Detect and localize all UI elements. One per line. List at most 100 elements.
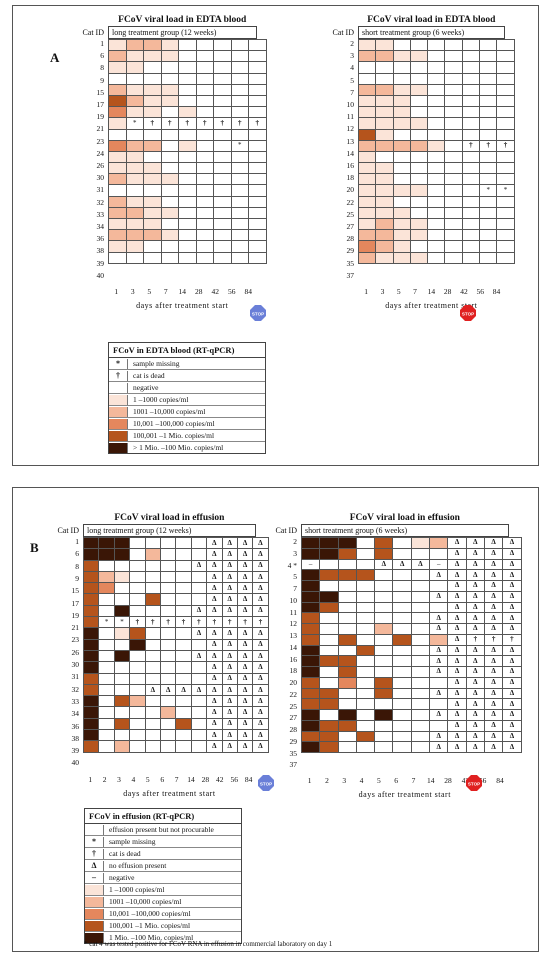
heatmap-cell: † [248, 117, 267, 130]
heatmap-cell: Δ [447, 623, 467, 635]
legend-label: 1 –1000 copies/ml [133, 395, 189, 404]
cat-id-label: 3 [293, 548, 297, 558]
x-tick-label: 5 [376, 776, 381, 785]
heatmap-cell [178, 94, 197, 108]
heatmap-cell: Δ [206, 638, 223, 651]
heatmap-cell [125, 206, 144, 220]
heatmap-cell [144, 536, 161, 550]
heatmap-cell: Δ [221, 604, 238, 618]
heatmap-cell: Δ [252, 672, 269, 685]
cat-id-label: 35 [346, 258, 355, 268]
heatmap-cell [355, 590, 376, 603]
table-row [357, 83, 515, 96]
heatmap-cell [125, 50, 144, 63]
heatmap-cell: Δ [483, 655, 504, 667]
heatmap-cell [410, 709, 431, 721]
cat-id-label: 22 [346, 197, 355, 207]
legend-item: 100,001 –1 Mio. copies/ml [85, 920, 241, 932]
heatmap-cell [429, 547, 449, 560]
heatmap-cell [409, 61, 429, 74]
heatmap-cell [178, 150, 197, 164]
legend-item: 1 –1000 copies/ml [85, 884, 241, 896]
heatmap-cell [444, 83, 463, 96]
heatmap-cell [374, 633, 394, 646]
heatmap-cell: – [300, 558, 321, 571]
legend-item: * sample missing [109, 358, 265, 370]
heatmap-cell [409, 139, 429, 152]
heatmap-cell: Δ [236, 649, 254, 663]
cat-id-label: 2 [350, 39, 354, 48]
heatmap-cell [392, 38, 411, 52]
heatmap-cell [113, 740, 131, 753]
heatmap-cell [355, 569, 376, 581]
legend-swatch: † [109, 370, 128, 381]
table-row [108, 61, 267, 74]
heatmap-cell [479, 128, 498, 141]
heatmap-cell [230, 173, 249, 186]
heatmap-cell [178, 229, 197, 242]
heatmap-cell [300, 644, 321, 657]
heatmap-cell: Δ [190, 627, 208, 640]
heatmap-cell [144, 661, 161, 674]
legend-label: negative [133, 383, 159, 392]
heatmap-cell: Δ [465, 569, 485, 581]
heatmap-cell: Δ [429, 730, 449, 743]
heatmap-cell [409, 195, 429, 208]
heatmap-cell: Δ [221, 559, 238, 572]
heatmap-cell [319, 569, 339, 581]
heatmap-cell: Δ [429, 666, 449, 678]
heatmap-cell [357, 117, 377, 130]
heatmap-cell: Δ [206, 582, 223, 595]
table-row [108, 251, 267, 264]
heatmap-cell [190, 593, 208, 606]
table-row [108, 50, 267, 63]
heatmap-cell [300, 580, 321, 592]
heatmap-cell [374, 601, 394, 614]
heatmap-cell [357, 251, 377, 264]
heatmap-cell: † [230, 117, 249, 130]
heatmap-cell [230, 72, 249, 85]
heatmap-cell [429, 601, 449, 614]
heatmap-cell [375, 240, 394, 253]
heatmap-cell [392, 83, 411, 96]
heatmap-cell [230, 206, 249, 220]
legend-item: 10,001 –100,000 copies/ml [109, 418, 265, 430]
heatmap-cell [108, 173, 127, 186]
heatmap-cell [444, 38, 463, 52]
svg-text:STOP: STOP [260, 782, 272, 787]
heatmap-cell [300, 547, 321, 560]
heatmap-cell [113, 604, 131, 618]
heatmap-cell [355, 633, 376, 646]
cat-id-label: 32 [71, 684, 80, 694]
heatmap-cell [496, 72, 515, 85]
legend-item: effusion present but not procurable [85, 824, 241, 836]
heatmap-grid: Δ Δ Δ Δ Δ Δ Δ Δ Δ Δ Δ Δ Δ Δ Δ Δ Δ Δ Δ Δ Δ Δ Δ Δ Δ Δ Δ Δ Δ Δ * * † † † † † † † †… [82, 536, 269, 753]
cat-id-label: 36 [71, 721, 80, 731]
cat-id-label: 15 [96, 87, 105, 97]
heatmap-cell [160, 229, 179, 242]
heatmap-cell [125, 240, 144, 253]
cat-id-label: 38 [96, 246, 105, 256]
heatmap-cell [337, 612, 357, 624]
heatmap-cell [375, 72, 394, 85]
heatmap-cell [98, 604, 115, 618]
heatmap-cell [125, 61, 144, 74]
heatmap-cell: Δ [465, 666, 485, 678]
heatmap-cell [248, 128, 267, 141]
x-tick-label: 7 [163, 287, 168, 296]
heatmap-cell: Δ [429, 612, 449, 624]
heatmap-cell [108, 128, 127, 141]
heatmap-cell [374, 687, 394, 700]
heatmap-cell [479, 106, 498, 119]
heatmap-cell: Δ [447, 687, 467, 700]
heatmap-cell [125, 217, 144, 231]
heatmap-cell [195, 206, 214, 220]
x-axis-label: days after treatment start [136, 301, 229, 310]
heatmap-cell [410, 655, 431, 667]
heatmap-cell: Δ [502, 612, 522, 624]
heatmap-cell [337, 580, 357, 592]
